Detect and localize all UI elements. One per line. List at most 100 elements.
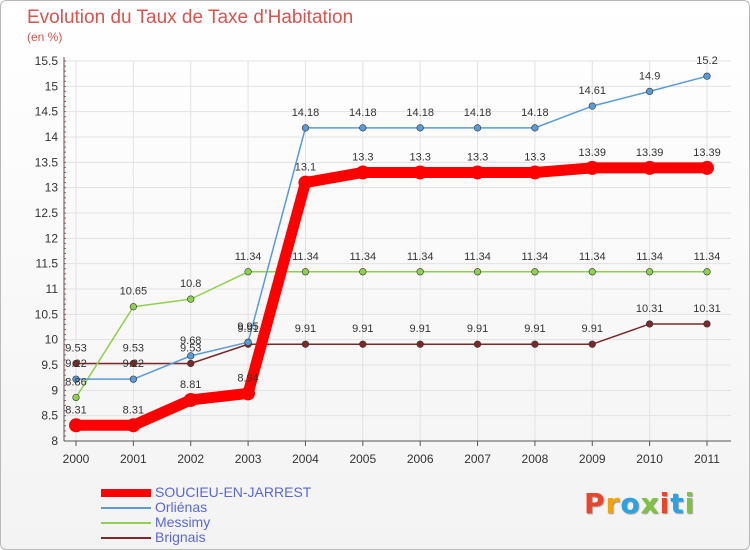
series-line [70, 162, 713, 431]
data-point [301, 268, 310, 276]
data-point [473, 340, 482, 348]
y-tick-label: 9.5 [41, 358, 58, 372]
data-point [703, 72, 711, 80]
y-tick-label: 8 [51, 434, 58, 448]
data-label: 13.3 [409, 151, 430, 163]
series-soucieu-en-jarrest [69, 160, 714, 433]
y-tick-label: 15.5 [35, 54, 59, 68]
data-point [646, 320, 654, 328]
data-label: 13.3 [524, 151, 545, 163]
data-point [588, 102, 596, 110]
data-label: 9.53 [123, 342, 144, 354]
y-tick-label: 11 [46, 282, 59, 296]
data-point [241, 386, 256, 401]
legend-swatch [101, 507, 151, 509]
data-label: 11.34 [235, 251, 262, 263]
data-point [355, 165, 370, 180]
data-point [646, 87, 654, 95]
data-point [244, 338, 252, 346]
x-tick-label: 2011 [694, 452, 720, 466]
data-label: 9.53 [180, 342, 201, 354]
series-line [75, 323, 708, 365]
data-point [359, 268, 367, 276]
x-tick-label: 2000 [63, 452, 90, 466]
data-label: 14.18 [464, 107, 492, 119]
series-orliénas [72, 72, 711, 383]
data-label: 14.18 [349, 107, 377, 119]
legend-swatch [101, 522, 151, 524]
data-point [531, 268, 539, 276]
data-point [416, 340, 424, 348]
series-line [75, 271, 708, 399]
data-point [588, 340, 596, 348]
data-label: 11.34 [349, 251, 376, 263]
data-label: 9.95 [237, 321, 258, 333]
data-label: 11.34 [464, 251, 491, 263]
legend-label: Brignais [155, 529, 206, 545]
y-tick-label: 8.5 [41, 409, 58, 423]
data-point [187, 359, 195, 368]
y-tick-label: 13 [45, 181, 59, 195]
data-point [359, 124, 367, 132]
data-point [187, 295, 195, 303]
data-label: 13.39 [579, 147, 607, 159]
y-tick-label: 12.5 [35, 206, 59, 220]
y-tick-label: 11.5 [36, 257, 59, 271]
data-point [298, 175, 313, 190]
legend-label: Messimy [155, 514, 211, 530]
y-tick-label: 12 [45, 231, 59, 245]
y-tick-label: 14.5 [35, 105, 59, 119]
data-label: 13.3 [352, 151, 373, 163]
series-messimy [72, 268, 711, 402]
data-label: 13.1 [295, 162, 316, 174]
data-label: 11.34 [292, 251, 319, 263]
data-label: 9.53 [65, 342, 86, 354]
data-label: 14.18 [521, 107, 549, 119]
data-point [129, 359, 137, 368]
x-tick-label: 2001 [120, 452, 147, 466]
data-point [588, 268, 596, 276]
data-point [359, 340, 367, 348]
data-point [700, 160, 714, 175]
data-label: 9.91 [237, 323, 258, 335]
x-tick-label: 2002 [177, 452, 204, 466]
data-point [642, 160, 657, 175]
chart-subtitle: (en %) [27, 30, 63, 44]
data-label: 14.61 [579, 85, 607, 97]
data-point [413, 165, 428, 180]
x-tick-label: 2009 [579, 452, 606, 466]
data-point [416, 124, 424, 132]
y-tick-label: 10.5 [35, 307, 59, 321]
data-point [585, 160, 600, 175]
x-tick-label: 2006 [407, 452, 434, 466]
data-label: 9.22 [123, 358, 144, 370]
data-label: 14.18 [406, 107, 434, 119]
data-point [126, 418, 141, 433]
data-label: 14.18 [292, 107, 320, 119]
data-label: 10.65 [120, 286, 148, 298]
data-point [703, 320, 711, 328]
grid [64, 60, 731, 442]
data-point [473, 124, 482, 132]
x-tick-label: 2007 [464, 452, 491, 466]
data-labels: 8.31 8.31 8.81 8.94 13.1 13.3 13.3 13.3 13.3 13.3… [65, 55, 720, 416]
x-tick-label: 2005 [349, 452, 376, 466]
data-label: 13.39 [693, 147, 721, 159]
x-tick-label: 2008 [522, 452, 549, 466]
data-point [301, 124, 310, 132]
data-label: 10.31 [636, 303, 664, 315]
legend-swatch [101, 489, 151, 497]
x-tick-label: 2004 [292, 452, 319, 466]
x-tick-label: 2010 [636, 452, 663, 466]
data-point [416, 268, 424, 276]
data-label: 13.39 [636, 147, 664, 159]
data-point [187, 352, 195, 360]
data-label: 11.34 [636, 251, 663, 263]
data-label: 8.31 [123, 404, 144, 416]
x-tick-label: 2003 [235, 452, 262, 466]
axes: 8 8.5 9 9.5 10 10.5 11 11.5 12 12.5 13 13.5 14 14.5 15… [35, 54, 731, 466]
series-layer [69, 72, 714, 433]
legend-label: Orliénas [155, 499, 208, 515]
data-label: 9.22 [65, 358, 86, 370]
